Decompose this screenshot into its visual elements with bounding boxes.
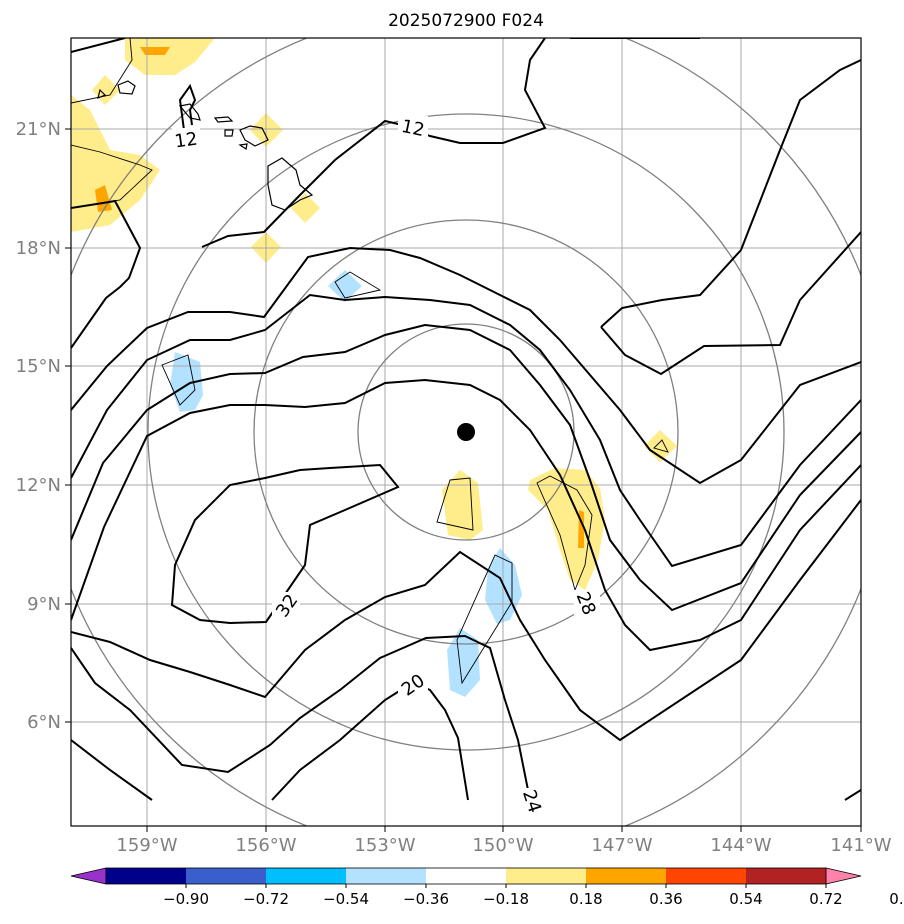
contour-32-closed (170, 463, 400, 625)
contour-high-east-2 (600, 231, 861, 376)
y-tick-label: 6°N (27, 712, 61, 733)
contour-label-bg (398, 116, 428, 138)
colorbar-tick-label: −0.72 (243, 890, 289, 908)
contour-se-corner (844, 789, 861, 801)
negative-area-15n (170, 352, 203, 412)
storm-center-marker (457, 423, 475, 441)
colorbar-segment (666, 868, 747, 884)
x-tick-label: 156°W (235, 835, 296, 856)
colorbar-tick-label: 0.54 (729, 890, 762, 908)
range-ring-3 (147, 113, 785, 751)
y-tick-label: 21°N (16, 119, 61, 140)
thin-outline-15n (161, 354, 196, 406)
x-tick-label: 153°W (354, 835, 415, 856)
contour-label-bg (398, 672, 428, 696)
range-ring-2 (253, 219, 679, 645)
contour-16-a (71, 246, 861, 485)
colorbar-tick-label: −0.90 (163, 890, 209, 908)
colorbar-frame (105, 867, 827, 885)
map-frame (70, 37, 862, 827)
contour-12-nw (71, 38, 126, 53)
positive-area-13n (644, 430, 677, 462)
contour-16-b (71, 293, 861, 568)
x-tick-label: 147°W (591, 835, 652, 856)
colorbar-tick-label: −0.36 (403, 890, 449, 908)
y-tick-label: 18°N (16, 238, 61, 259)
y-tick-label: 12°N (16, 475, 61, 496)
island-oahu (178, 103, 201, 121)
range-rings (71, 38, 861, 826)
contour-28-sw (71, 739, 153, 801)
contour-28-inner (71, 499, 861, 742)
contour-12-north (71, 199, 142, 349)
colorbar-tick-label: 0.90 (889, 890, 904, 908)
colorbar-segment (346, 868, 427, 884)
y-tick-labels: 6°N 9°N 12°N 15°N 18°N 21°N (16, 119, 61, 733)
colorbar-segment (266, 868, 347, 884)
colorbar-segment (106, 868, 187, 884)
colorbar-tick-label: 0.72 (809, 890, 842, 908)
island-kahoolawe (238, 143, 248, 150)
island-molokai (213, 116, 234, 123)
thin-outline-south (456, 554, 513, 685)
thin-outline-center (436, 477, 474, 531)
x-tick-labels: 159°W 156°W 153°W 150°W 147°W 144°W 141°… (116, 835, 891, 856)
thin-outline-17n (334, 271, 382, 299)
colorbar-extend-min (70, 867, 107, 885)
colorbar-segment (506, 868, 587, 884)
x-tick-label: 159°W (116, 835, 177, 856)
y-tick-label: 9°N (27, 594, 61, 615)
contour-label-bg (520, 788, 546, 814)
contour-24-south (71, 634, 529, 791)
colorbar-extend-max (825, 867, 862, 885)
x-tick-label: 144°W (710, 835, 771, 856)
colorbar-segment (586, 868, 667, 884)
contour-label-bg (172, 128, 200, 150)
map-title: 2025072900 F024 (388, 11, 544, 31)
island-niihau (97, 88, 107, 100)
contour-label-12-west: 12 (173, 129, 199, 153)
tick-marks (65, 128, 862, 832)
contour-label-12-north: 12 (400, 116, 427, 141)
contour-label-bg (272, 592, 300, 616)
colorbar: −0.90 −0.72 −0.54 −0.36 −0.18 0.18 0.36 0.54 0.7… (70, 867, 904, 908)
coastlines (97, 80, 314, 211)
island-lanai (224, 129, 234, 137)
colorbar-segment (746, 868, 827, 884)
colorbar-tick-label: −0.54 (323, 890, 369, 908)
colorbar-segment (186, 868, 267, 884)
contour-high-east (600, 59, 861, 328)
range-ring-inner (357, 323, 575, 541)
contour-label-bg (574, 590, 600, 616)
thin-outline-north (71, 38, 133, 104)
positive-core-west-edge (95, 185, 112, 212)
island-hawaii (267, 157, 314, 211)
colorbar-tick-label: 0.18 (569, 890, 602, 908)
colorbar-tick-label: −0.18 (483, 890, 529, 908)
x-tick-label: 141°W (830, 835, 891, 856)
contour-12-oahu (178, 83, 197, 131)
negative-area-south-b (447, 628, 480, 697)
contour-labels: 12 12 32 20 24 28 (172, 116, 600, 816)
island-kauai (117, 80, 136, 95)
y-tick-label: 15°N (16, 356, 61, 377)
contour-20-inner (71, 323, 861, 612)
contour-24-inner (71, 378, 861, 652)
colorbar-segment (426, 868, 507, 884)
negative-area-17n (328, 270, 362, 302)
island-maui (239, 125, 269, 147)
x-tick-label: 150°W (472, 835, 533, 856)
map-area: 12 12 32 20 24 28 (16, 37, 892, 856)
colorbar-tick-label: 0.36 (649, 890, 682, 908)
positive-core-nw-top (140, 47, 170, 55)
thin-outline-13n (653, 439, 669, 453)
